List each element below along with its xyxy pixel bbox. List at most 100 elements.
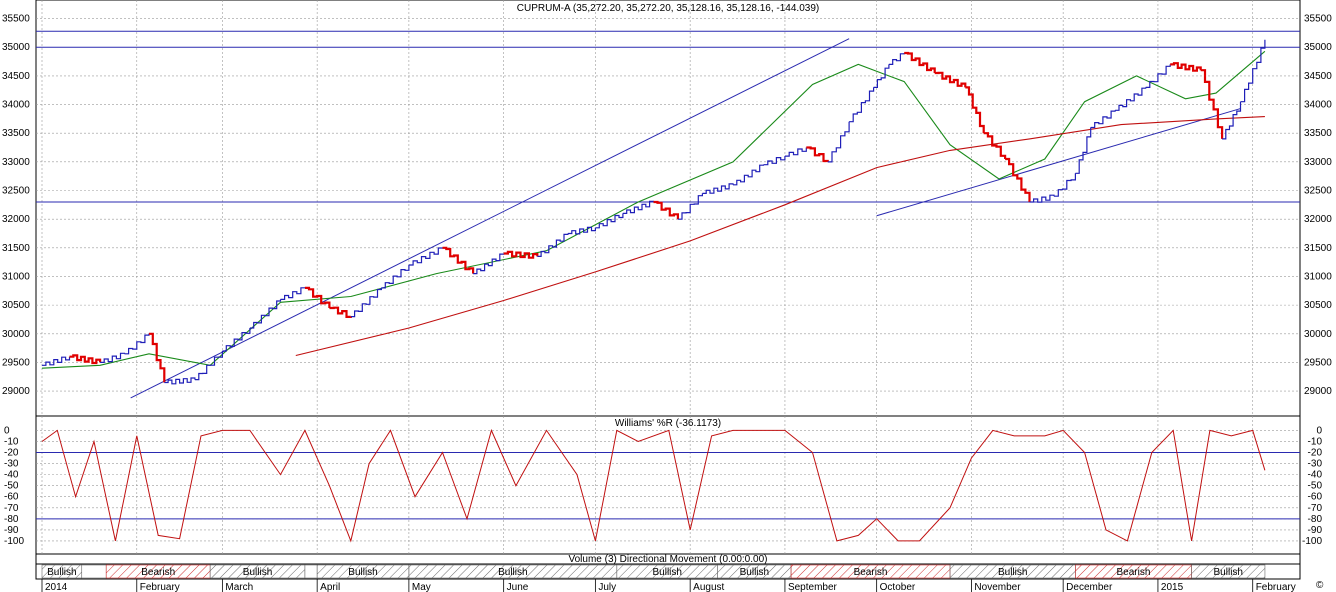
regime-segment-bullish — [1191, 564, 1266, 579]
y-tick-label-right: 30000 — [1304, 329, 1332, 340]
price-segment — [100, 352, 126, 363]
wr-tick-label-right: -70 — [1308, 503, 1323, 514]
y-tick-label-left: 31000 — [2, 271, 30, 282]
price-segment — [442, 246, 475, 274]
y-tick-label-left: 32500 — [2, 186, 30, 197]
wr-tick-label-left: -50 — [4, 481, 19, 492]
price-segment — [1170, 62, 1202, 72]
wr-tick-label-right: -30 — [1308, 459, 1323, 470]
price-segment — [1029, 194, 1055, 203]
price-segment — [473, 253, 505, 275]
price-segment — [784, 147, 807, 157]
price-segment — [567, 226, 596, 235]
price-segment — [983, 132, 1007, 159]
wr-tick-label-left: -70 — [4, 503, 19, 514]
moving-average-long-line — [295, 116, 1265, 357]
wr-tick-label-left: -10 — [4, 436, 19, 447]
price-segment — [222, 328, 251, 352]
price-segment — [888, 53, 905, 65]
price-segment — [702, 183, 734, 194]
price-segment — [1115, 87, 1147, 111]
x-tick-label: June — [507, 582, 529, 592]
price-segment — [849, 87, 875, 123]
x-tick-label: 2014 — [45, 582, 68, 592]
volume-title: Volume (3) Directional Movement (0.00:0.… — [569, 554, 768, 565]
price-segment — [1090, 110, 1116, 129]
x-tick-label: 2015 — [1161, 582, 1184, 592]
y-tick-label-right: 29000 — [1304, 386, 1332, 397]
price-segment — [904, 51, 936, 73]
y-tick-label-left: 33500 — [2, 128, 30, 139]
y-tick-label-right: 30500 — [1304, 300, 1332, 311]
regime-label: Bearish — [854, 567, 888, 578]
indicator-title: Williams' %R (-36.1173) — [615, 418, 721, 429]
regime-label: Bearish — [141, 567, 175, 578]
price-segment — [763, 156, 786, 166]
y-tick-label-left: 35000 — [2, 42, 30, 53]
price-segment — [1222, 101, 1242, 140]
price-segment — [653, 200, 679, 220]
price-series — [41, 39, 1266, 385]
price-segment — [827, 121, 850, 163]
price-segment — [304, 286, 331, 308]
regime-bar: Bullish Bearish Bullish Bullish Bullish Bulli… — [41, 564, 1266, 579]
y-tick-label-left: 34500 — [2, 71, 30, 82]
main-chart-title: CUPRUM-A (35,272.20, 35,272.20, 35,128.1… — [517, 3, 819, 14]
x-tick-label: February — [140, 582, 180, 592]
y-tick-label-left: 34000 — [2, 100, 30, 111]
y-tick-label-right: 35500 — [1304, 14, 1332, 25]
y-tick-label-left: 33000 — [2, 157, 30, 168]
y-tick-label-left: 29000 — [2, 386, 30, 397]
y-tick-label-left: 32000 — [2, 214, 30, 225]
y-tick-label-right: 31000 — [1304, 271, 1332, 282]
x-tick-label: May — [412, 582, 431, 592]
regime-label: Bullish — [498, 567, 527, 578]
regime-label: Bullish — [998, 567, 1027, 578]
axes: 2014 February March April May June July August S… — [2, 14, 1332, 592]
price-segment — [873, 64, 890, 88]
y-tick-label-left: 31500 — [2, 243, 30, 254]
regime-segment-neutral — [81, 564, 107, 579]
price-segment — [1240, 39, 1266, 103]
trendline — [876, 108, 1241, 217]
price-segment — [350, 287, 382, 318]
indicator-panel-frame — [35, 415, 1301, 555]
williams-r-series — [41, 428, 1266, 543]
wr-tick-label-right: -90 — [1308, 525, 1323, 536]
wr-tick-label-right: -60 — [1308, 492, 1323, 503]
wr-tick-label-left: 0 — [4, 425, 10, 436]
price-segment — [1200, 69, 1224, 139]
regime-label: Bullish — [652, 567, 681, 578]
wr-tick-label-right: -10 — [1308, 436, 1323, 447]
price-segment — [622, 200, 655, 214]
williams-r-line — [41, 428, 1266, 543]
regime-segment-neutral — [304, 564, 318, 579]
wr-tick-label-right: -40 — [1308, 470, 1323, 481]
price-segment — [329, 306, 352, 318]
wr-tick-label-right: 0 — [1316, 425, 1322, 436]
copyright-mark: © — [1316, 580, 1324, 591]
regime-label: Bullish — [348, 567, 377, 578]
price-segment — [164, 377, 196, 385]
wr-tick-label-right: -100 — [1302, 536, 1322, 547]
wr-tick-label-left: -100 — [4, 536, 24, 547]
price-segment — [124, 333, 150, 355]
price-segment — [733, 164, 765, 186]
price-segment — [149, 332, 166, 383]
wr-tick-label-left: -90 — [4, 525, 19, 536]
wr-tick-label-right: -50 — [1308, 481, 1323, 492]
price-segment — [1054, 173, 1076, 197]
y-tick-label-left: 29500 — [2, 357, 30, 368]
price-segment — [280, 287, 306, 300]
y-tick-label-right: 34000 — [1304, 100, 1332, 111]
regime-label: Bearish — [1117, 567, 1151, 578]
trendline — [130, 38, 850, 399]
y-tick-label-right: 33000 — [1304, 157, 1332, 168]
price-segment — [537, 233, 569, 257]
price-segment — [69, 354, 102, 365]
regime-label: Bullish — [740, 567, 769, 578]
price-segment — [677, 193, 703, 220]
price-segment — [806, 146, 829, 163]
y-tick-label-left: 30000 — [2, 329, 30, 340]
